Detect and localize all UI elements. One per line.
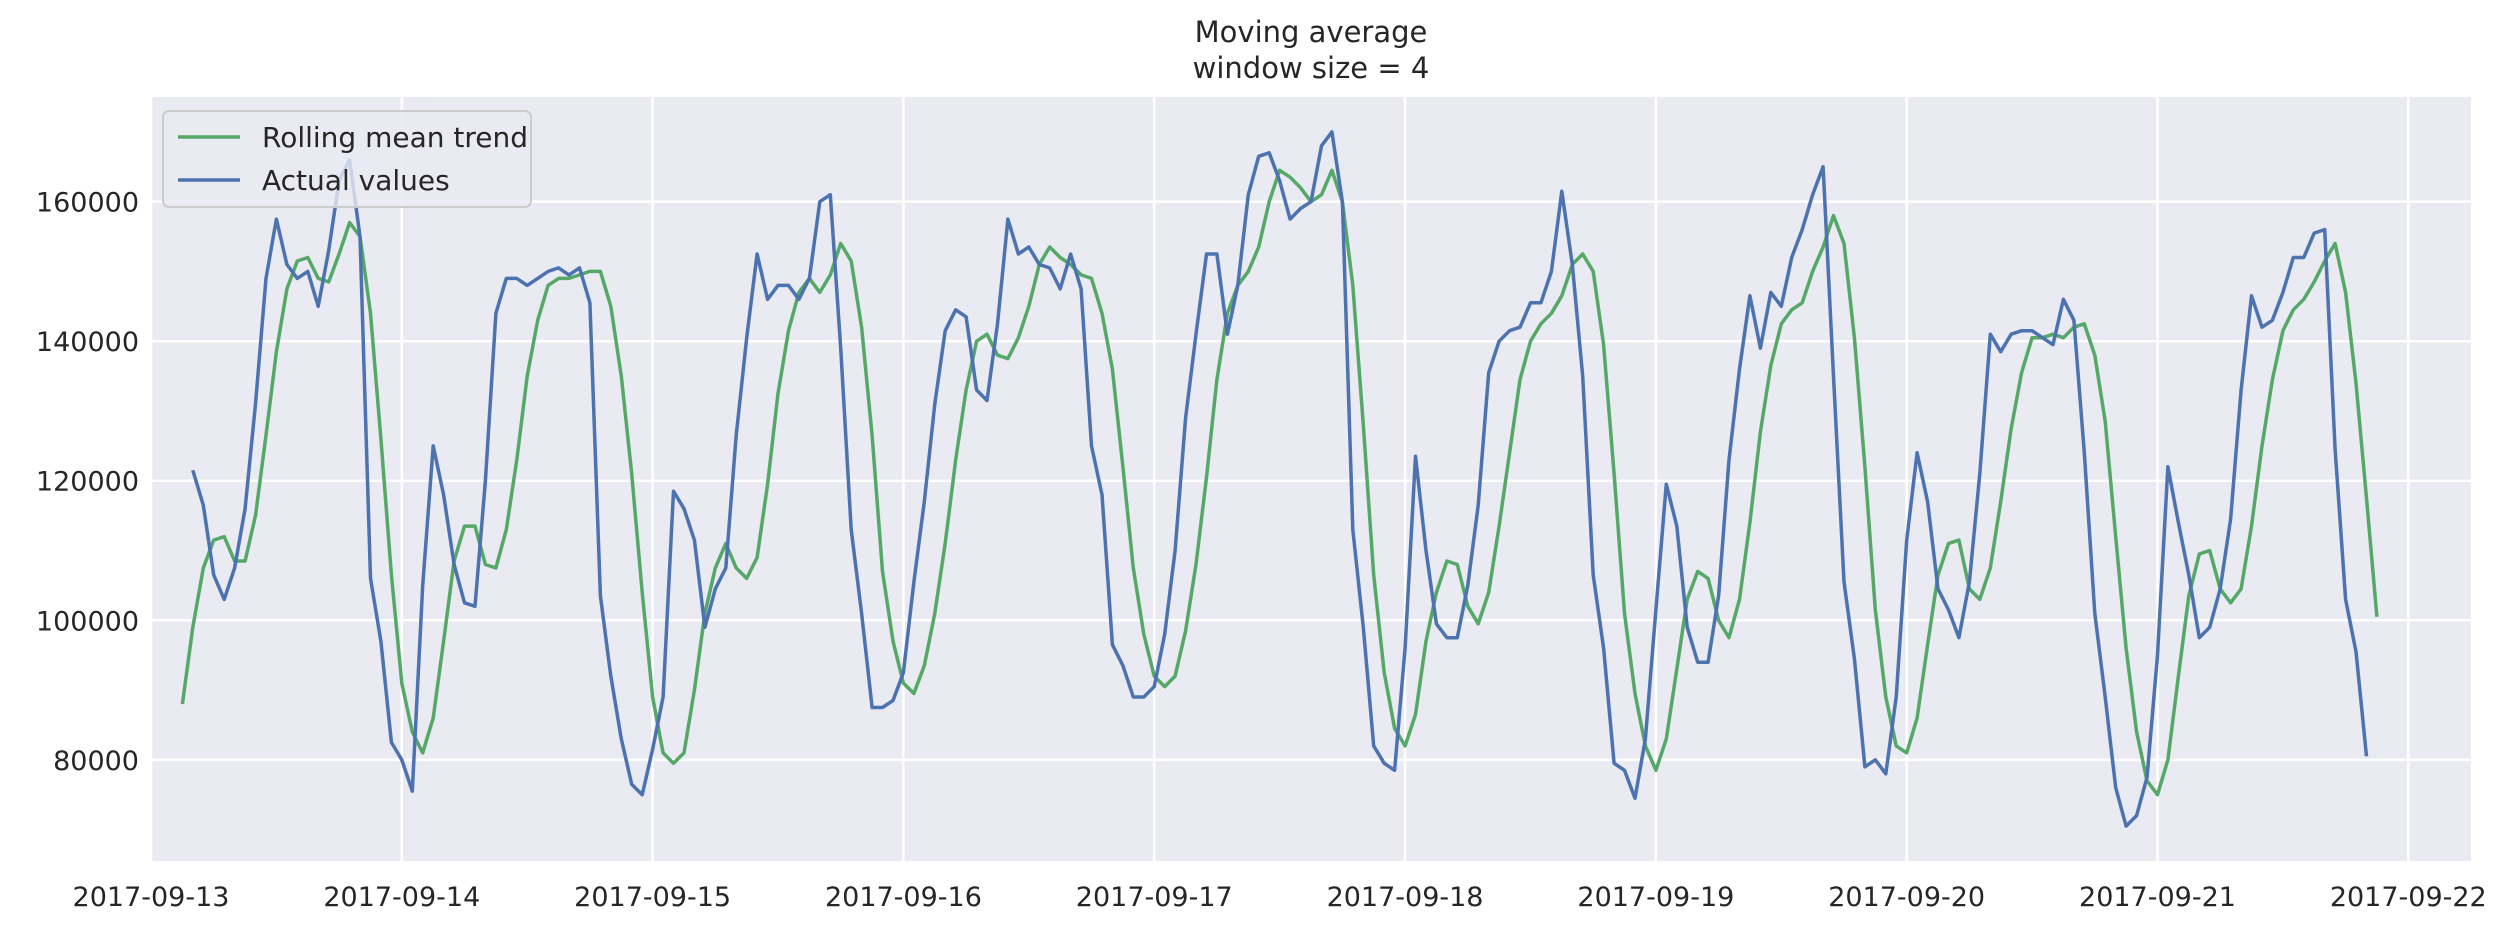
x-tick-label: 2017-09-22 xyxy=(2330,882,2487,913)
series-layer xyxy=(180,130,2379,828)
x-tick-label: 2017-09-21 xyxy=(2079,882,2236,913)
x-tick-label: 2017-09-16 xyxy=(825,882,982,913)
x-tick-label: 2017-09-20 xyxy=(1828,882,1985,913)
x-tick-label: 2017-09-14 xyxy=(323,882,480,913)
x-tick-label: 2017-09-19 xyxy=(1577,882,1734,913)
series-line-rolling-mean xyxy=(180,168,2379,797)
y-tick-label: 120000 xyxy=(36,467,139,498)
legend-label-rolling-mean: Rolling mean trend xyxy=(262,121,528,154)
y-tick-labels: 80000 100000 120000 140000 160000 xyxy=(36,188,139,777)
x-grid xyxy=(149,97,2410,861)
x-tick-label: 2017-09-17 xyxy=(1076,882,1233,913)
y-tick-label: 100000 xyxy=(36,606,139,637)
legend: Rolling mean trend Actual values xyxy=(162,110,532,208)
chart-subtitle: window size = 4 xyxy=(1193,51,1430,85)
plot-area xyxy=(151,97,2471,861)
legend-box xyxy=(162,110,532,208)
series-line-actual-values xyxy=(191,130,2369,828)
x-tick-labels: 2017-09-13 2017-09-14 2017-09-15 2017-09-16… xyxy=(73,882,2487,913)
legend-label-actual-values: Actual values xyxy=(262,164,450,197)
x-tick-label: 2017-09-15 xyxy=(574,882,731,913)
y-tick-label: 80000 xyxy=(53,746,139,777)
chart-title: Moving average xyxy=(1195,15,1428,49)
y-tick-label: 140000 xyxy=(36,327,139,358)
y-tick-label: 160000 xyxy=(36,188,139,219)
x-tick-label: 2017-09-13 xyxy=(73,882,230,913)
x-tick-label: 2017-09-18 xyxy=(1327,882,1484,913)
